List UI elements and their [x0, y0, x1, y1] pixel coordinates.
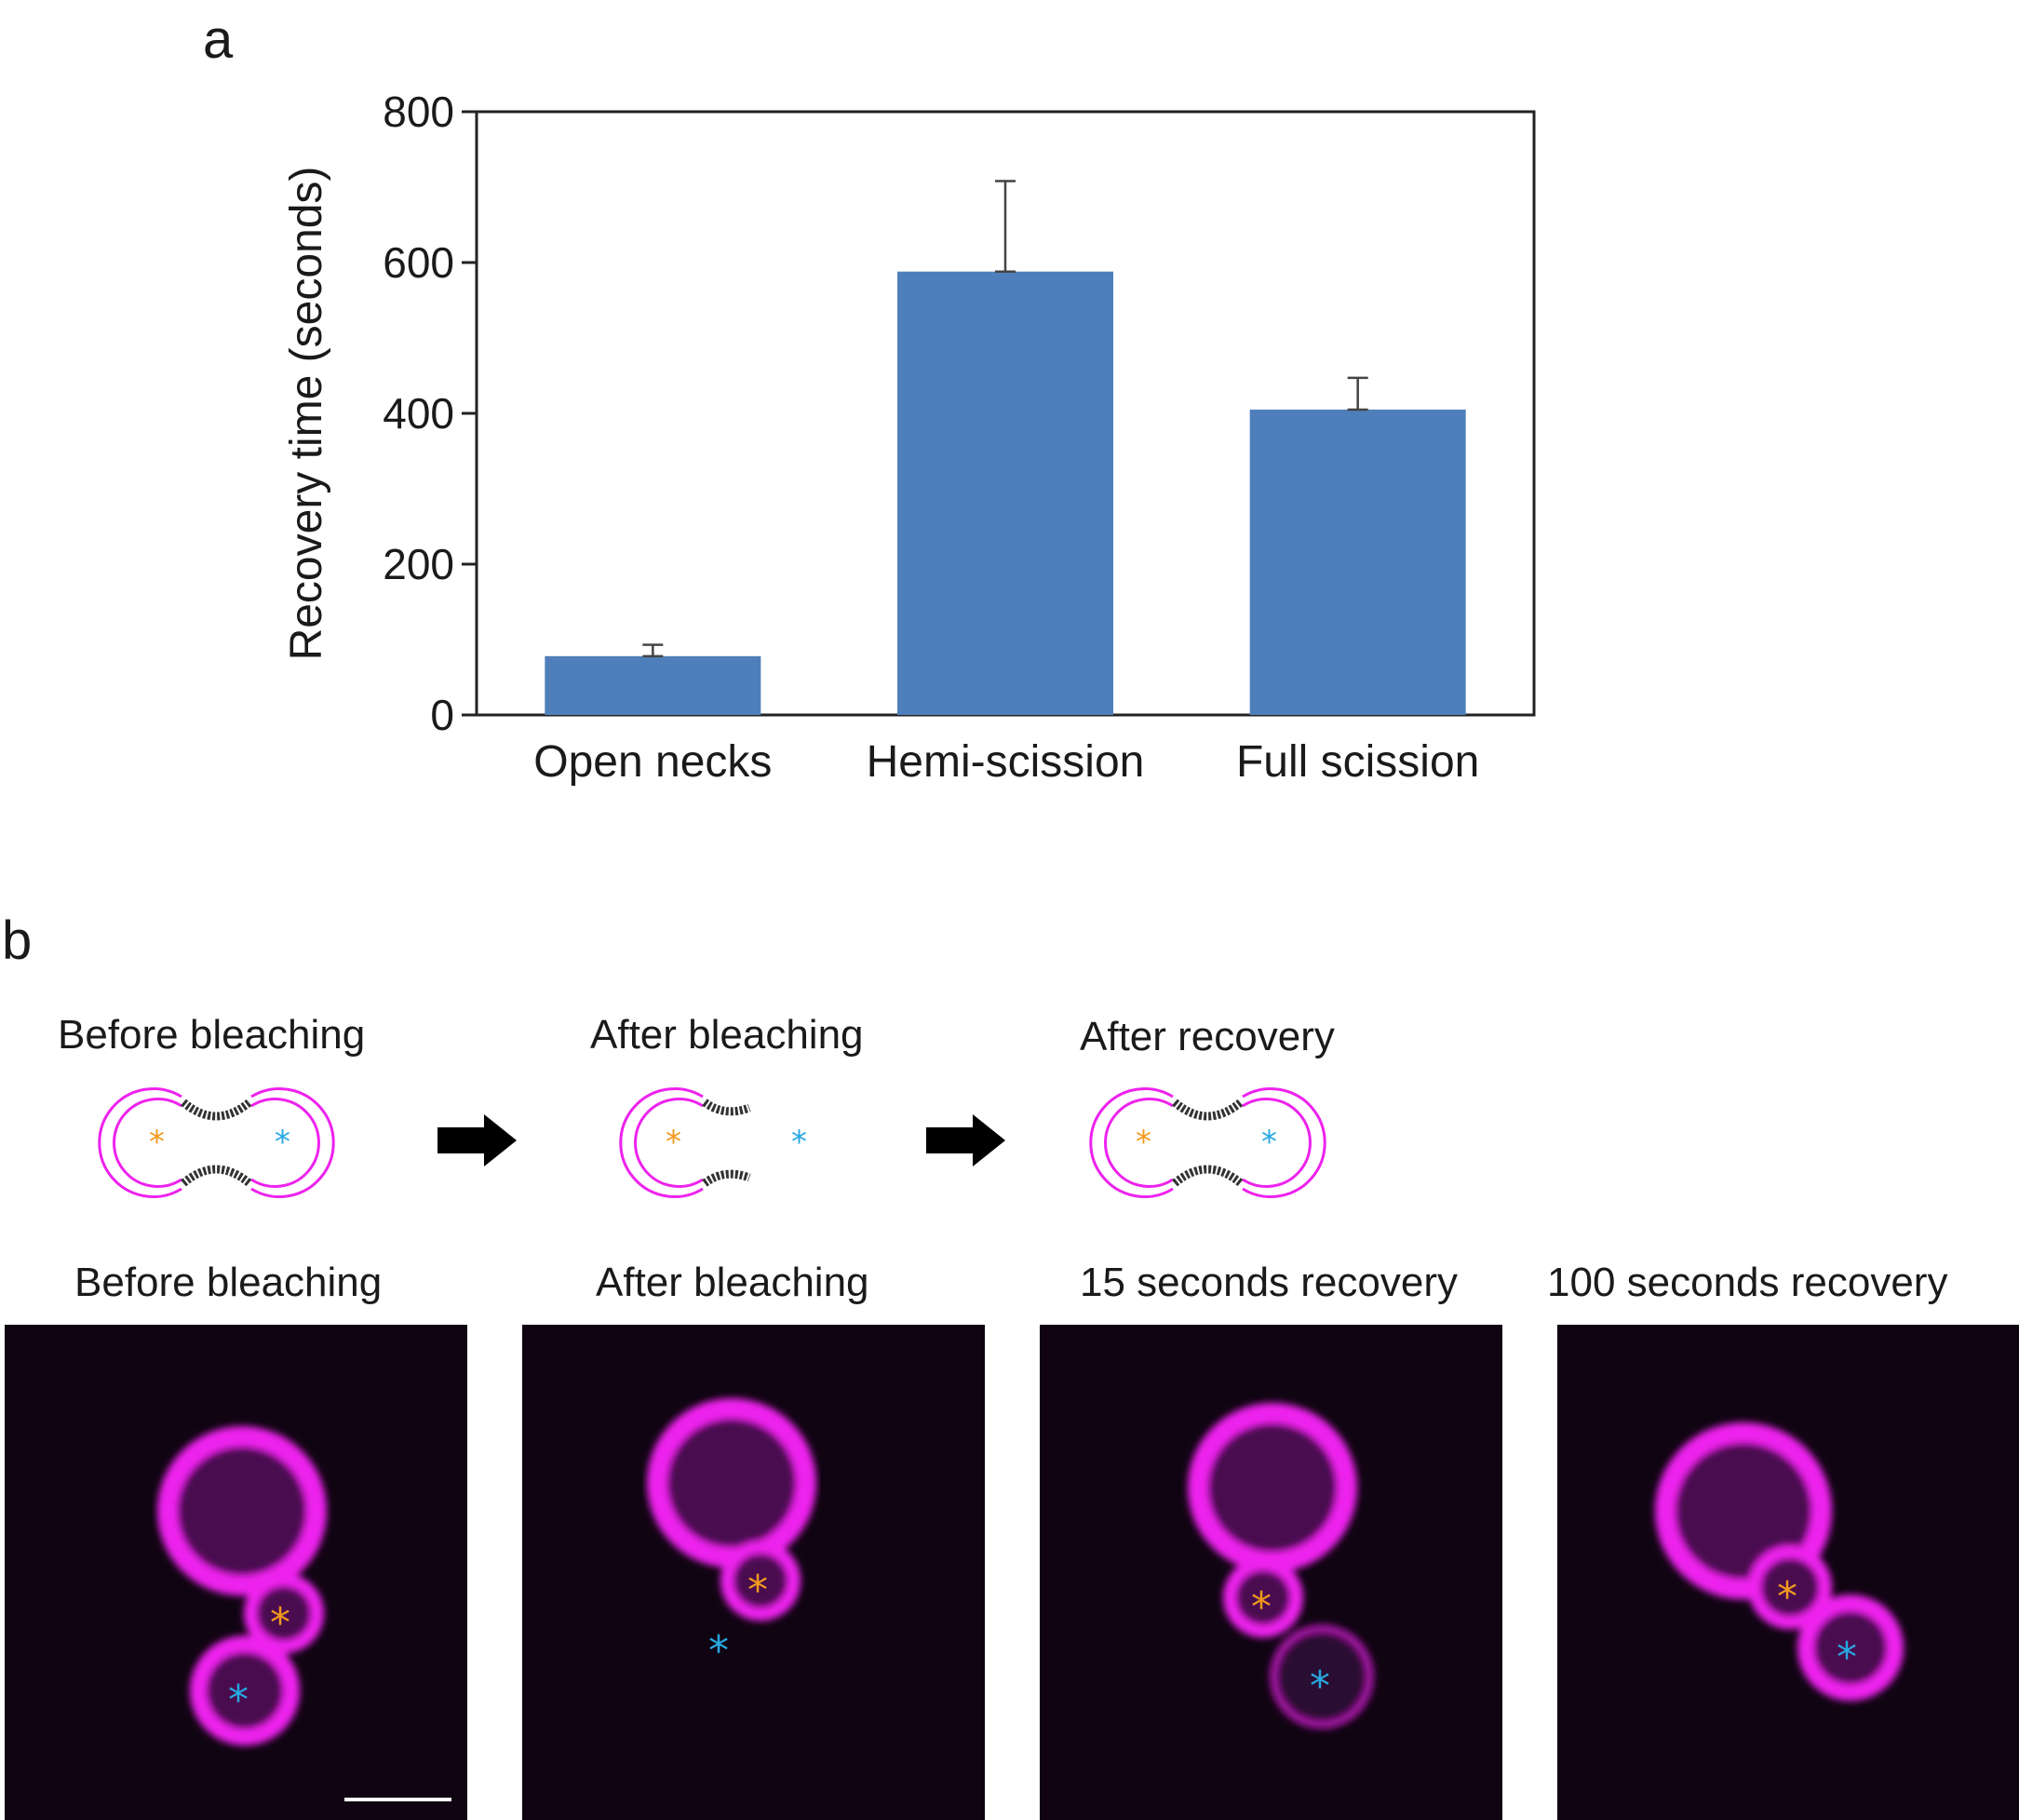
- orange-asterisk-icon: *: [1251, 1584, 1272, 1631]
- blue-asterisk-icon: *: [275, 1124, 290, 1161]
- arrow-right-icon: [437, 1114, 517, 1166]
- schematic-label-recovery: After recovery: [1080, 1014, 1335, 1059]
- bar-full-scission: [1249, 409, 1466, 715]
- schematic-label-before: Before bleaching: [58, 1012, 366, 1058]
- blue-asterisk-icon: *: [708, 1627, 729, 1675]
- orange-asterisk-icon: *: [666, 1124, 681, 1161]
- schematic-label-after: After bleaching: [590, 1012, 864, 1058]
- micrograph-before-bleaching: * *: [5, 1325, 467, 1820]
- micrograph-after-bleaching: * *: [522, 1325, 985, 1820]
- micrograph-label-3: 15 seconds recovery: [1080, 1260, 1458, 1305]
- schematic-before-bleaching: * *: [93, 1080, 344, 1206]
- orange-asterisk-icon: *: [149, 1124, 165, 1161]
- schematic-after-recovery: * *: [1084, 1080, 1336, 1206]
- orange-asterisk-icon: *: [1136, 1124, 1151, 1161]
- micrograph-label-2: After bleaching: [596, 1260, 869, 1305]
- x-category-label: Full scission: [1236, 737, 1479, 787]
- y-tick-label: 600: [383, 238, 454, 287]
- micrograph-label-1: Before bleaching: [74, 1260, 383, 1305]
- micrograph-label-4: 100 seconds recovery: [1547, 1260, 1948, 1305]
- bar-open-necks: [545, 655, 761, 715]
- x-category-label: Hemi-scission: [867, 737, 1145, 787]
- micrograph-15s-recovery: * *: [1040, 1325, 1502, 1820]
- y-tick-label: 400: [383, 389, 454, 438]
- x-category-label: Open necks: [533, 737, 772, 787]
- schematic-after-bleaching: * *: [614, 1080, 866, 1206]
- orange-asterisk-icon: *: [270, 1599, 290, 1647]
- panel-letter-a: a: [203, 9, 234, 70]
- blue-asterisk-icon: *: [1837, 1634, 1857, 1681]
- orange-asterisk-icon: *: [1777, 1573, 1797, 1621]
- panel-letter-b: b: [2, 910, 33, 971]
- blue-asterisk-icon: *: [228, 1677, 249, 1724]
- blue-asterisk-icon: *: [1261, 1124, 1277, 1161]
- arrow-right-icon: [926, 1114, 1005, 1166]
- micrograph-100s-recovery: * *: [1557, 1325, 2019, 1820]
- y-tick-label: 800: [383, 88, 454, 136]
- orange-asterisk-icon: *: [747, 1567, 768, 1614]
- bar-hemi-scission: [897, 271, 1113, 715]
- blue-asterisk-icon: *: [791, 1124, 807, 1161]
- recovery-time-bar-chart: 0 200 400 600 800 Recovery time (seconds) Open…: [282, 88, 1536, 787]
- y-tick-label: 200: [383, 540, 454, 588]
- blue-asterisk-icon: *: [1310, 1663, 1330, 1710]
- y-tick-label: 0: [430, 691, 454, 739]
- y-axis-label: Recovery time (seconds): [282, 167, 331, 661]
